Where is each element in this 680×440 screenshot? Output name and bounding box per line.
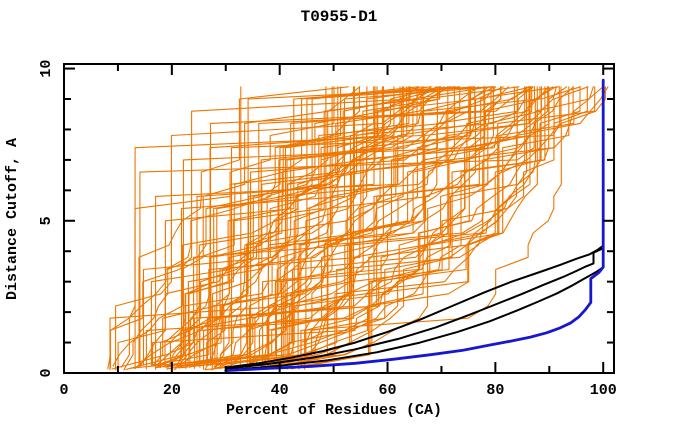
chart-title: T0955-D1 xyxy=(301,8,378,26)
prediction-line xyxy=(297,86,424,368)
prediction-line xyxy=(284,86,538,369)
prediction-line xyxy=(268,86,333,368)
prediction-line xyxy=(152,86,475,366)
prediction-line xyxy=(134,86,408,369)
prediction-line xyxy=(256,86,533,369)
prediction-line xyxy=(107,86,411,370)
prediction-line xyxy=(262,86,485,369)
prediction-line xyxy=(250,86,496,367)
best-model-line xyxy=(224,78,605,373)
prediction-line xyxy=(129,86,604,369)
prediction-line xyxy=(142,86,497,366)
prediction-line xyxy=(139,86,457,367)
prediction-line xyxy=(217,86,558,369)
x-tick-label: 100 xyxy=(590,382,617,399)
prediction-line xyxy=(185,86,375,369)
prediction-line xyxy=(109,86,420,369)
x-tick-label: 40 xyxy=(271,382,289,399)
prediction-line xyxy=(196,86,504,366)
prediction-line xyxy=(204,86,570,371)
prediction-line xyxy=(169,86,441,366)
x-tick-label: 60 xyxy=(379,382,397,399)
prediction-line xyxy=(109,86,554,371)
prediction-line xyxy=(153,86,455,367)
prediction-line xyxy=(273,86,596,368)
prediction-line xyxy=(214,86,438,369)
prediction-line xyxy=(207,86,534,367)
prediction-line xyxy=(261,86,546,366)
prediction-line xyxy=(138,86,349,366)
prediction-line xyxy=(206,86,422,366)
prediction-line xyxy=(134,86,490,370)
x-axis-title: Percent of Residues (CA) xyxy=(226,402,442,419)
prediction-line xyxy=(219,86,420,366)
prediction-line xyxy=(280,86,502,369)
prediction-line xyxy=(245,86,574,368)
reference-line-3 xyxy=(230,267,604,371)
prediction-line xyxy=(139,86,560,368)
prediction-line xyxy=(254,86,461,367)
prediction-line xyxy=(209,86,510,366)
prediction-line xyxy=(115,86,437,371)
prediction-line xyxy=(283,86,594,366)
prediction-line xyxy=(304,86,530,369)
plot-border xyxy=(63,63,615,374)
prediction-line xyxy=(298,86,502,370)
prediction-line xyxy=(302,86,383,369)
y-tick-label: 5 xyxy=(38,216,55,225)
prediction-line xyxy=(155,86,492,370)
prediction-line xyxy=(263,86,355,366)
prediction-line xyxy=(111,86,529,370)
x-tick-label: 80 xyxy=(486,382,504,399)
prediction-line xyxy=(267,86,494,367)
prediction-line xyxy=(156,86,242,369)
prediction-line xyxy=(159,86,418,369)
prediction-line xyxy=(125,86,486,371)
y-axis-title: Distance Cutoff, A xyxy=(4,138,21,300)
x-tick-label: 20 xyxy=(163,382,181,399)
prediction-line xyxy=(214,86,425,369)
prediction-line xyxy=(190,86,581,367)
y-tick-label: 0 xyxy=(38,368,55,377)
prediction-line xyxy=(150,86,449,366)
y-tick-label: 10 xyxy=(38,60,55,78)
prediction-line xyxy=(248,86,480,368)
x-tick-label: 0 xyxy=(59,382,68,399)
reference-line-2 xyxy=(224,247,605,370)
prediction-line xyxy=(290,86,581,370)
prediction-line xyxy=(186,86,401,367)
prediction-line xyxy=(180,86,404,368)
prediction-line xyxy=(166,86,549,370)
prediction-line xyxy=(211,86,550,366)
prediction-line xyxy=(167,86,355,369)
prediction-line xyxy=(300,86,606,367)
reference-line-1 xyxy=(224,238,605,369)
prediction-line xyxy=(230,86,562,369)
prediction-line xyxy=(206,86,557,367)
prediction-line xyxy=(193,86,518,369)
prediction-line xyxy=(154,86,493,367)
